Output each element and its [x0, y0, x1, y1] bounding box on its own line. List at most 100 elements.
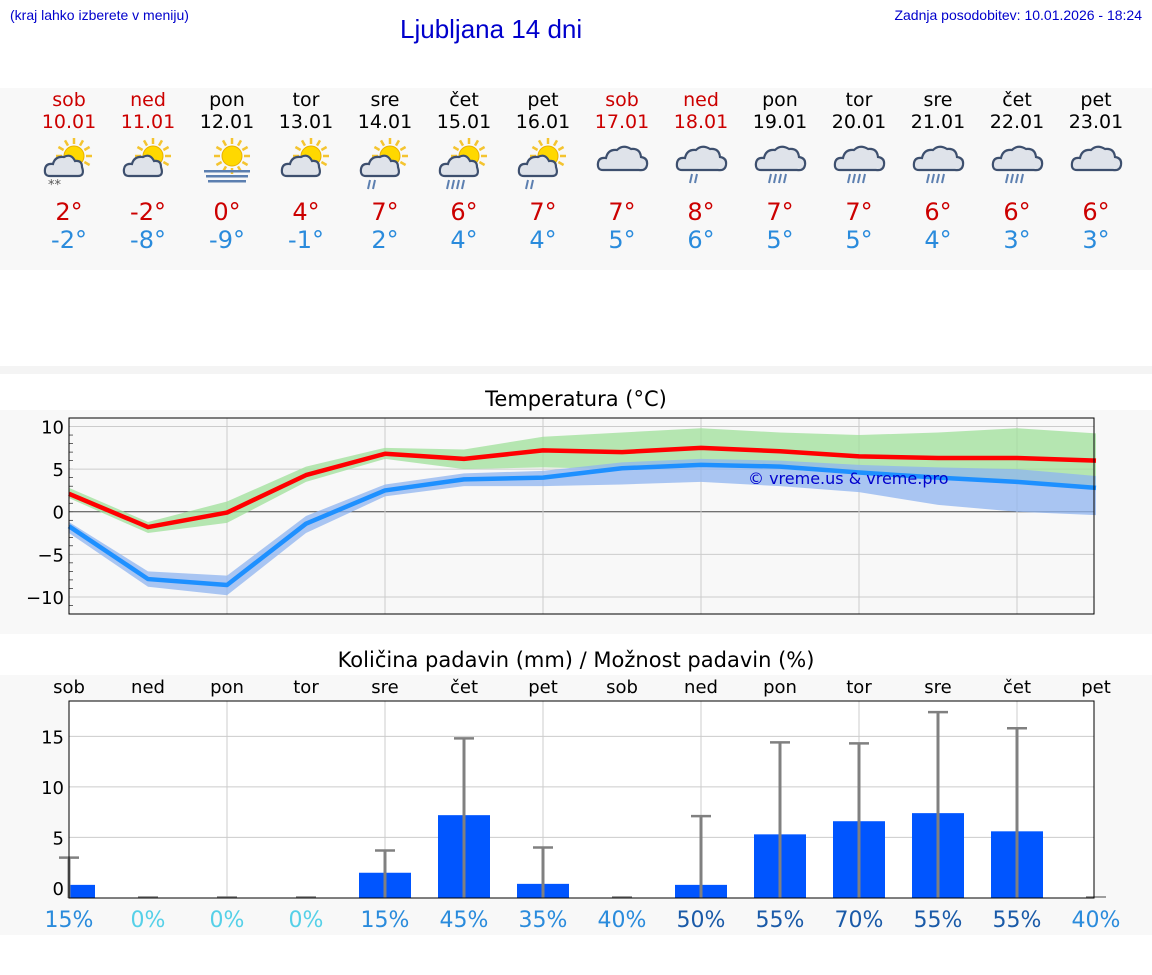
- max-temp: 4°: [292, 198, 320, 226]
- max-temp: 6°: [450, 198, 478, 226]
- x-category-label: sre: [371, 677, 398, 698]
- precip-probability: 55%: [914, 908, 963, 933]
- max-temp: 6°: [1082, 198, 1110, 226]
- x-category-label: ned: [684, 677, 718, 698]
- min-temp: 2°: [371, 226, 399, 254]
- x-category-label: pon: [763, 677, 797, 698]
- precip-probability: 55%: [993, 908, 1042, 933]
- cloudy-rain-icon: [909, 136, 967, 192]
- precip-bar: [69, 884, 95, 898]
- precip-probability: 50%: [677, 908, 726, 933]
- day-name: čet: [449, 89, 479, 111]
- day-name: ned: [130, 89, 166, 111]
- precip-probability: 15%: [45, 908, 94, 933]
- day-column: tor 13.01 4° -1°: [266, 88, 346, 270]
- partly-sunny-icon: [119, 136, 177, 192]
- day-name: pet: [1080, 89, 1112, 111]
- day-date: 23.01: [1068, 111, 1124, 133]
- precip-probability: 40%: [1072, 908, 1121, 933]
- x-category-label: sob: [606, 677, 638, 698]
- day-column: pet 23.01 6° 3°: [1056, 88, 1136, 270]
- y-tick-label: −10: [26, 588, 64, 609]
- precip-probability: 0%: [131, 908, 166, 933]
- day-name: tor: [292, 89, 320, 111]
- cloudy-rain-icon: [988, 136, 1046, 192]
- x-category-label: ned: [131, 677, 165, 698]
- day-column: sob 17.01 7° 5°: [582, 88, 662, 270]
- max-temp: 6°: [1003, 198, 1031, 226]
- day-column: ned 11.01 -2° -8°: [108, 88, 188, 270]
- svg-text:**: **: [48, 178, 62, 192]
- day-column: sre 14.01 7° 2°: [345, 88, 425, 270]
- day-name: čet: [1002, 89, 1032, 111]
- partly-sunny-icon: [277, 136, 335, 192]
- precip-probability: 55%: [756, 908, 805, 933]
- day-column: pon 19.01 7° 5°: [740, 88, 820, 270]
- precipitation-chart: sob ned pon tor sre čet pet sob ned pon tor sre čet p…: [41, 677, 1121, 933]
- day-column: pet 16.01 7° 4°: [503, 88, 583, 270]
- min-temp: -2°: [51, 226, 87, 254]
- precip-probability: 70%: [835, 908, 884, 933]
- precip-probability: 15%: [361, 908, 410, 933]
- day-column: čet 22.01 6° 3°: [977, 88, 1057, 270]
- day-date: 20.01: [831, 111, 887, 133]
- day-date: 21.01: [910, 111, 966, 133]
- watermark: © vreme.us & vreme.pro: [748, 469, 949, 488]
- precip-probability: 35%: [519, 908, 568, 933]
- max-temp: 7°: [845, 198, 873, 226]
- x-category-label: čet: [450, 677, 478, 698]
- location-hint[interactable]: (kraj lahko izberete v meniju): [10, 7, 189, 23]
- day-name: sob: [605, 89, 639, 111]
- day-name: sre: [370, 89, 400, 111]
- x-category-label: čet: [1003, 677, 1031, 698]
- day-date: 12.01: [199, 111, 255, 133]
- day-column: čet 15.01 6° 4°: [424, 88, 504, 270]
- min-temp: 3°: [1003, 226, 1031, 254]
- day-column: sob 10.01 ** 2° -2°: [29, 88, 109, 270]
- min-temp-line: [67, 462, 1097, 588]
- max-temp: 7°: [371, 198, 399, 226]
- x-category-label: tor: [293, 677, 319, 698]
- cloudy-rain-icon: [830, 136, 888, 192]
- day-forecast-row: sob 10.01 ** 2° -2° ned 11.01 -2° -8° pon 12.01 0° -…: [0, 88, 1152, 270]
- x-category-label: tor: [846, 677, 872, 698]
- x-category-label: pon: [210, 677, 244, 698]
- partly-sunny-light-rain-icon: [356, 136, 414, 192]
- temp-chart-title: Temperatura (°C): [485, 387, 667, 411]
- day-name: ned: [683, 89, 719, 111]
- sunny-fog-icon: [198, 136, 256, 192]
- day-date: 19.01: [752, 111, 808, 133]
- max-temp: 7°: [766, 198, 794, 226]
- day-date: 18.01: [673, 111, 729, 133]
- max-temp: -2°: [130, 198, 166, 226]
- last-update: Zadnja posodobitev: 10.01.2026 - 18:24: [894, 7, 1142, 23]
- min-temp: -9°: [209, 226, 245, 254]
- max-temp: 2°: [55, 198, 83, 226]
- day-column: ned 18.01 8° 6°: [661, 88, 741, 270]
- min-temp: 4°: [450, 226, 478, 254]
- y-tick-label: 5: [53, 460, 64, 481]
- y-tick-label: −5: [37, 545, 64, 566]
- precip-probability: 0%: [210, 908, 245, 933]
- max-temp: 7°: [529, 198, 557, 226]
- day-column: pon 12.01 0° -9°: [187, 88, 267, 270]
- y-tick-label: 5: [53, 828, 64, 849]
- day-name: pet: [527, 89, 559, 111]
- day-date: 14.01: [357, 111, 413, 133]
- day-name: pon: [762, 89, 798, 111]
- min-temp: 5°: [766, 226, 794, 254]
- cloudy-rain-icon: [751, 136, 809, 192]
- y-tick-label: 10: [41, 418, 64, 439]
- min-temp: 4°: [924, 226, 952, 254]
- day-name: tor: [845, 89, 873, 111]
- separator: [0, 366, 1152, 374]
- cloudy-light-rain-icon: [672, 136, 730, 192]
- min-temp: 4°: [529, 226, 557, 254]
- forecast-band: [0, 88, 1152, 270]
- partly-sunny-rain-icon: [435, 136, 493, 192]
- precip-chart-title: Količina padavin (mm) / Možnost padavin …: [337, 648, 815, 672]
- page-title: Ljubljana 14 dni: [400, 14, 583, 44]
- min-temp: 6°: [687, 226, 715, 254]
- cloudy-icon: [1067, 136, 1125, 192]
- day-date: 22.01: [989, 111, 1045, 133]
